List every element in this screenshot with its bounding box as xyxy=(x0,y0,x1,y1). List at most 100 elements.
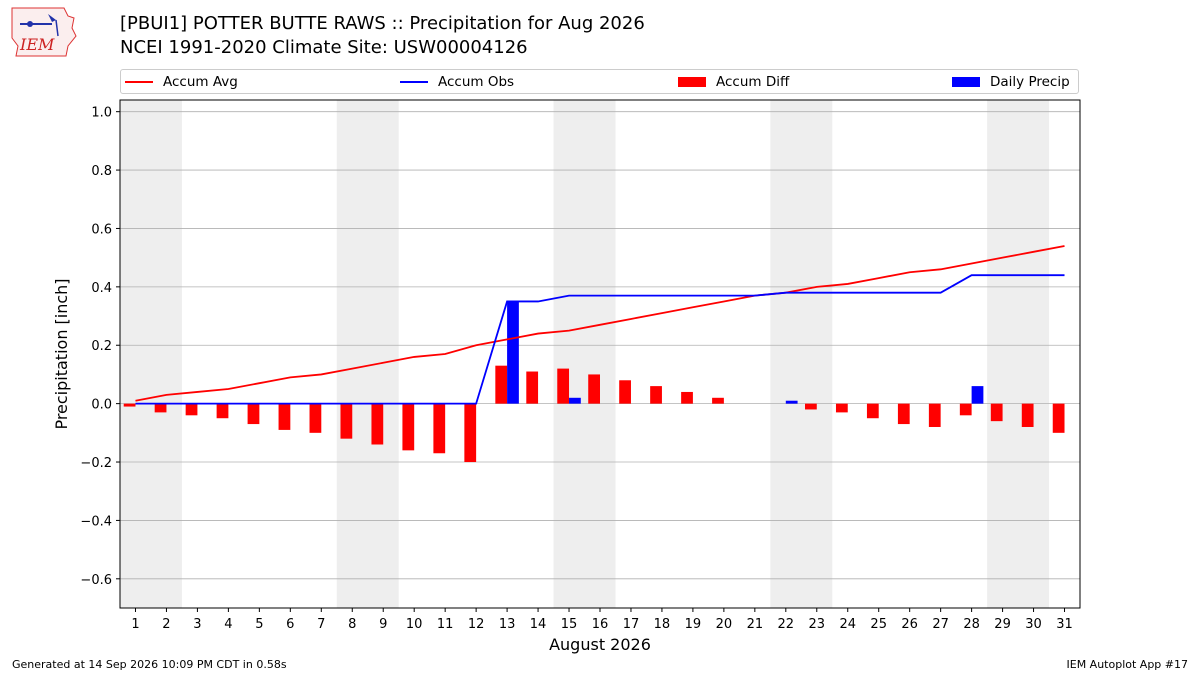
weekend-band xyxy=(770,100,833,608)
x-tick-label: 21 xyxy=(747,617,764,632)
x-tick-label: 31 xyxy=(1056,617,1073,632)
accum-avg-line xyxy=(135,245,1065,402)
accum-diff-bar xyxy=(588,374,600,404)
footer-app-id: IEM Autoplot App #17 xyxy=(1066,658,1189,671)
x-tick-label: 2 xyxy=(162,617,170,632)
accum-diff-bar xyxy=(340,403,353,439)
accum-diff-bar xyxy=(216,403,229,419)
x-tick-label: 16 xyxy=(592,617,609,632)
x-tick-label: 12 xyxy=(468,617,485,632)
iem-logo: IEM xyxy=(11,7,77,57)
accum-diff-bar xyxy=(309,403,322,433)
x-tick-label: 4 xyxy=(224,617,232,632)
legend-item-accum-diff: Accum Diff xyxy=(678,74,789,90)
footer-generated: Generated at 14 Sep 2026 10:09 PM CDT in… xyxy=(12,658,287,671)
accum-diff-bar xyxy=(1021,403,1034,427)
accum-diff-bar xyxy=(805,403,817,410)
x-tick-label: 19 xyxy=(685,617,702,632)
y-axis-label: Precipitation [inch] xyxy=(52,278,71,429)
x-tick-label: 28 xyxy=(963,617,980,632)
x-tick-label: 3 xyxy=(193,617,201,632)
x-tick-label: 18 xyxy=(654,617,671,632)
accum-diff-bar xyxy=(278,403,291,430)
x-tick-label: 10 xyxy=(406,617,423,632)
accum-diff-bar xyxy=(866,403,879,419)
y-tick-label: 0.4 xyxy=(91,281,112,296)
legend-item-accum-avg: Accum Avg xyxy=(125,74,238,90)
accum-diff-bar xyxy=(247,403,260,425)
accum-diff-bar xyxy=(835,403,848,413)
accum-diff-bar xyxy=(464,403,477,463)
accum-diff-bar xyxy=(681,391,693,404)
accum-diff-bar xyxy=(897,403,910,425)
chart-title: [PBUI1] POTTER BUTTE RAWS :: Precipitati… xyxy=(120,13,645,34)
plot-frame xyxy=(119,99,1081,609)
accum-diff-bar xyxy=(402,403,415,451)
weekend-band xyxy=(553,100,616,608)
legend-label-accum-obs: Accum Obs xyxy=(438,74,515,90)
x-tick-label: 7 xyxy=(317,617,325,632)
y-tick-label: −0.2 xyxy=(80,456,112,471)
weekend-band xyxy=(987,100,1050,608)
legend-item-accum-obs: Accum Obs xyxy=(400,74,514,90)
accum-diff-bar xyxy=(959,403,972,416)
accum-diff-bar xyxy=(990,403,1003,422)
daily-precip-bar xyxy=(785,400,798,404)
x-tick-label: 14 xyxy=(530,617,547,632)
y-tick-label: 1.0 xyxy=(91,106,112,121)
weekend-band xyxy=(336,100,399,608)
x-tick-label: 17 xyxy=(623,617,640,632)
x-tick-label: 25 xyxy=(870,617,887,632)
y-tick-label: −0.4 xyxy=(80,514,112,529)
accum-diff-bar xyxy=(154,403,167,413)
accum-diff-bar xyxy=(928,403,941,427)
accum-diff-bar xyxy=(650,386,662,404)
y-tick-label: 0.2 xyxy=(91,339,112,354)
accum-diff-bar xyxy=(371,403,384,445)
accum-diff-bar xyxy=(185,403,198,416)
x-tick-label: 8 xyxy=(348,617,356,632)
daily-precip-bar xyxy=(507,301,519,404)
x-tick-label: 20 xyxy=(716,617,733,632)
x-tick-label: 27 xyxy=(932,617,949,632)
x-tick-label: 30 xyxy=(1025,617,1042,632)
legend-label-accum-diff: Accum Diff xyxy=(716,74,790,90)
legend-swatch-accum-diff xyxy=(678,77,706,87)
iem-logo-text: IEM xyxy=(19,35,55,54)
x-tick-label: 29 xyxy=(994,617,1011,632)
legend-label-accum-avg: Accum Avg xyxy=(163,74,238,90)
daily-precip-bar xyxy=(569,397,581,404)
accum-diff-bar xyxy=(619,380,631,404)
y-tick-label: 0.8 xyxy=(91,164,112,179)
y-tick-label: 0.0 xyxy=(91,398,112,413)
x-tick-label: 24 xyxy=(839,617,856,632)
accum-diff-bar xyxy=(495,365,508,404)
chart-subtitle: NCEI 1991-2020 Climate Site: USW00004126 xyxy=(120,37,528,58)
x-tick-label: 13 xyxy=(499,617,516,632)
y-tick-label: 0.6 xyxy=(91,222,112,237)
accum-obs-line xyxy=(135,274,1065,405)
legend-swatch-accum-obs xyxy=(400,81,428,83)
accum-diff-bar xyxy=(526,371,539,404)
x-tick-label: 6 xyxy=(286,617,294,632)
x-tick-label: 5 xyxy=(255,617,263,632)
legend-swatch-daily-precip xyxy=(952,77,980,87)
weekend-band xyxy=(120,100,182,608)
legend-item-daily-precip: Daily Precip xyxy=(952,74,1070,90)
accum-diff-bar xyxy=(1052,403,1065,433)
x-tick-label: 15 xyxy=(561,617,578,632)
accum-diff-bar xyxy=(123,403,136,407)
accum-diff-bar xyxy=(433,403,446,454)
x-axis-label: August 2026 xyxy=(549,635,651,654)
accum-diff-bar xyxy=(557,368,570,404)
x-tick-label: 26 xyxy=(901,617,918,632)
daily-precip-bar xyxy=(971,386,984,404)
x-tick-label: 23 xyxy=(809,617,826,632)
accum-diff-bar xyxy=(712,397,724,404)
x-tick-label: 22 xyxy=(778,617,795,632)
y-tick-label: −0.6 xyxy=(80,573,112,588)
legend-swatch-accum-avg xyxy=(125,81,153,83)
legend: Accum Avg Accum Obs Accum Diff Daily Pre… xyxy=(120,69,1079,94)
x-tick-label: 11 xyxy=(437,617,454,632)
